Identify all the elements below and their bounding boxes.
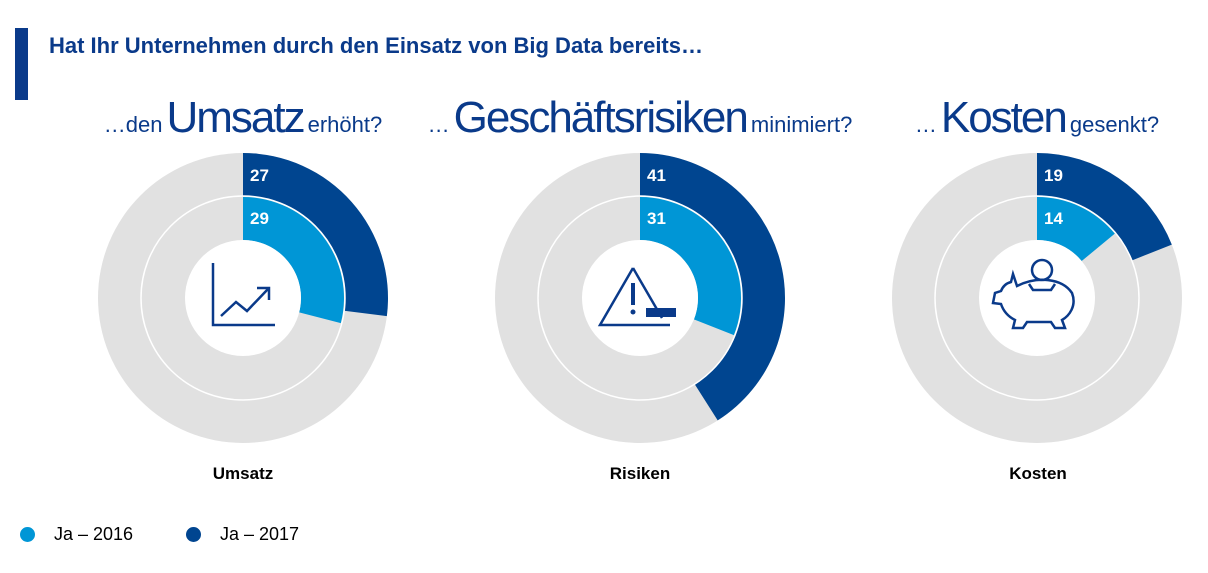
value-label-2016: 31 [647, 209, 666, 228]
page-title: Hat Ihr Unternehmen durch den Einsatz vo… [49, 33, 703, 58]
title-accent-bar [15, 28, 28, 100]
donut-hole [185, 240, 301, 356]
warning-icon [597, 267, 676, 327]
value-label-2017: 27 [250, 166, 269, 185]
slice-2017 [1037, 153, 1172, 261]
slice-2016 [640, 197, 741, 336]
slice-2016 [1037, 197, 1115, 262]
donut-umsatz: 27 29 [98, 153, 388, 443]
value-label-2016: 14 [1044, 209, 1063, 228]
subtitle-risiken: …Geschäftsrisiken minimiert? [427, 93, 853, 142]
ring-separator [934, 195, 1140, 401]
chart-label-kosten: Kosten [1009, 464, 1067, 483]
donut-risiken: 41 31 [495, 153, 786, 443]
chart-label-umsatz: Umsatz [212, 464, 274, 483]
piggy-bank-icon [991, 258, 1075, 330]
donut-hole [979, 240, 1095, 356]
subtitle-kosten: …Kosten gesenkt? [914, 93, 1160, 142]
slice-2016 [243, 197, 344, 324]
slice-2017 [243, 153, 388, 317]
legend-dot-2016 [20, 527, 35, 542]
line-chart-icon [211, 263, 275, 327]
donut-hole [582, 240, 698, 356]
ring-separator [537, 195, 743, 401]
legend-label: Ja – 2017 [220, 524, 300, 544]
subtitle-umsatz: …denUmsatz erhöht? [103, 93, 383, 142]
legend-item-2016: Ja – 2016 [20, 524, 133, 545]
chart-label-risiken: Risiken [609, 464, 671, 483]
value-label-2017: 19 [1044, 166, 1063, 185]
legend-dot-2017 [186, 527, 201, 542]
value-label-2016: 29 [250, 209, 269, 228]
slice-2017 [640, 153, 786, 421]
ring-separator [140, 195, 346, 401]
value-label-2017: 41 [647, 166, 666, 185]
legend-item-2017: Ja – 2017 [186, 524, 299, 545]
legend-label: Ja – 2016 [54, 524, 134, 544]
